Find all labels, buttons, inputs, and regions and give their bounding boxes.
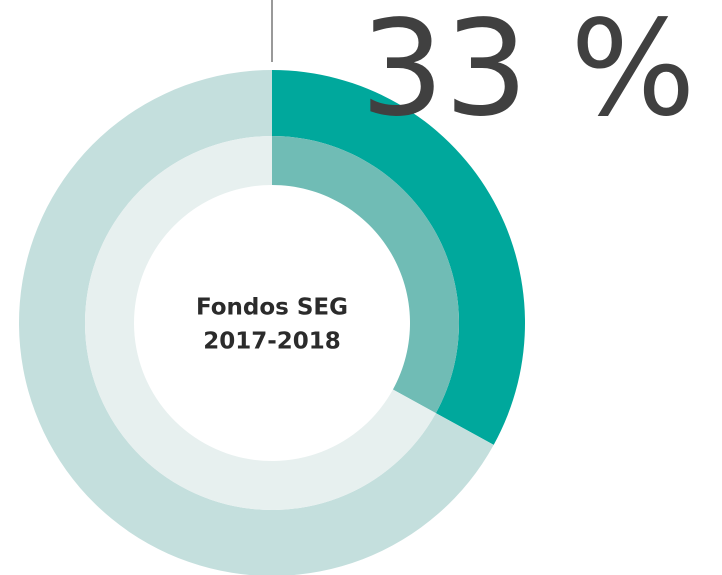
rings	[19, 70, 525, 575]
donut-segment	[272, 136, 460, 414]
donut-segment	[272, 70, 525, 445]
center-label: Fondos SEG	[196, 295, 348, 321]
center-label: 2017-2018	[203, 329, 341, 355]
value-label: 33 %	[360, 0, 695, 146]
